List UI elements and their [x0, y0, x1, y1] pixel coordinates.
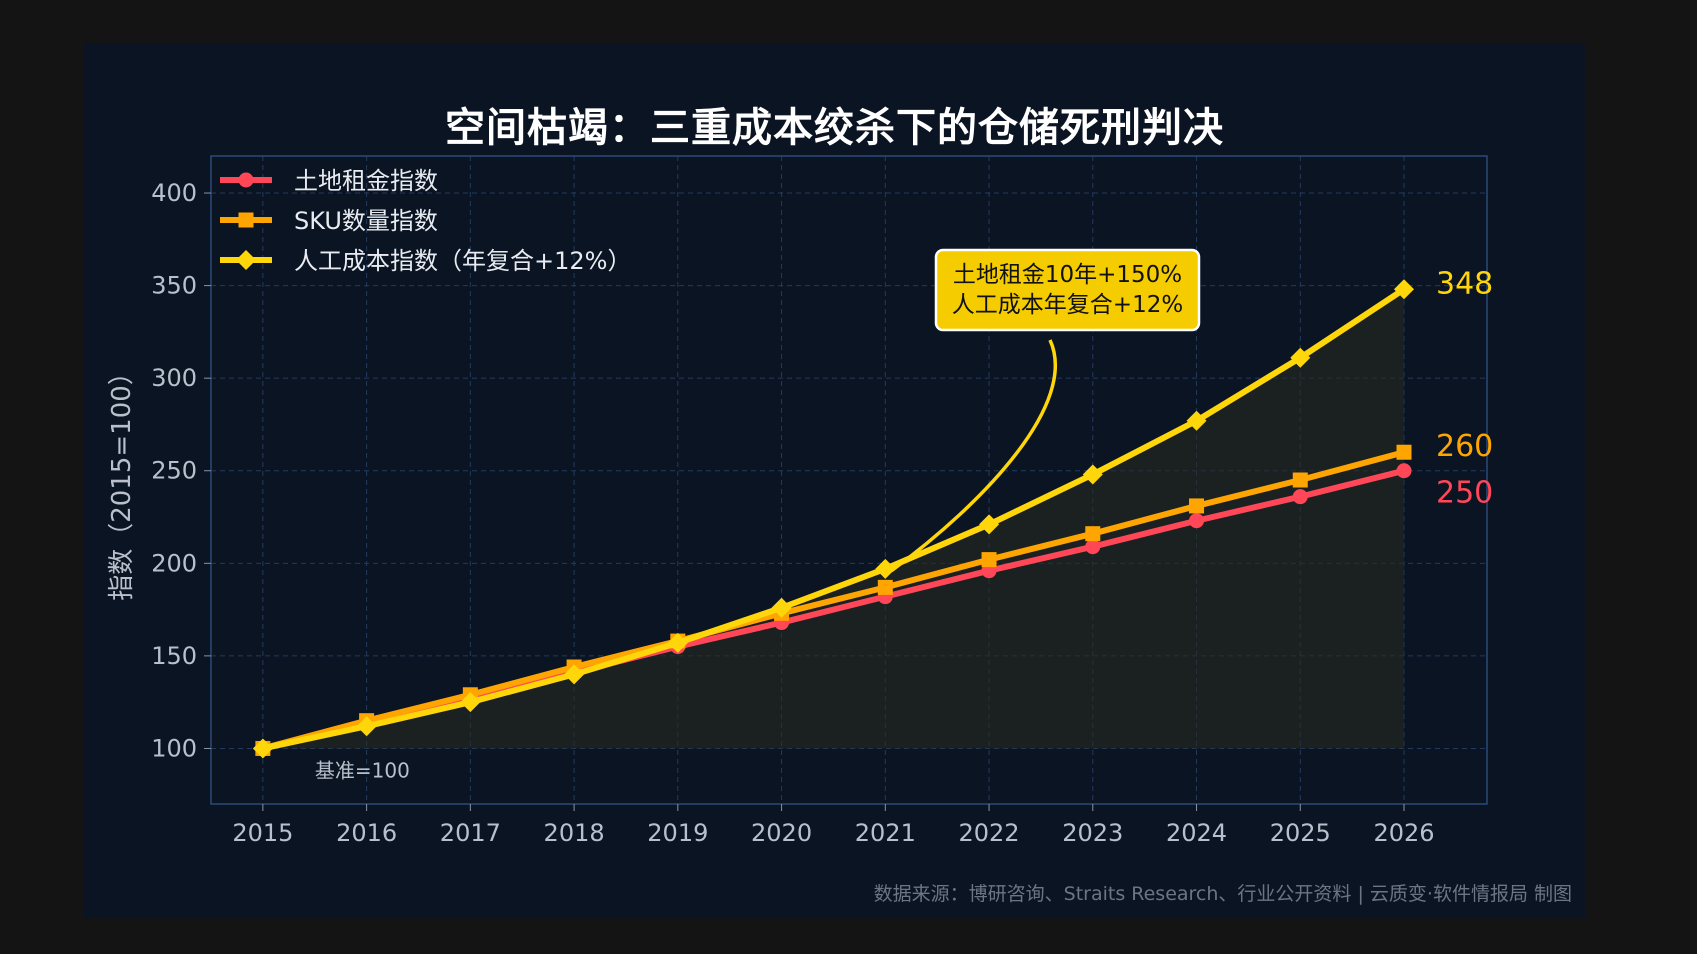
x-tick-label: 2020 — [751, 819, 812, 847]
data-point-1 — [1189, 498, 1205, 514]
data-point-2 — [1290, 347, 1311, 368]
series-line-0 — [259, 467, 1408, 752]
data-point-2 — [356, 716, 377, 737]
legend-swatch-marker — [238, 172, 254, 188]
x-tick-label: 2017 — [440, 819, 501, 847]
data-point-1 — [1085, 526, 1101, 542]
x-tick-label: 2024 — [1166, 819, 1227, 847]
x-tick-label: 2022 — [959, 819, 1020, 847]
y-axis-label: 指数（2015=100） — [107, 359, 137, 601]
data-point-2 — [1394, 279, 1415, 300]
x-tick-label: 2019 — [647, 819, 708, 847]
data-point-0 — [1292, 489, 1308, 505]
source-note: 数据来源：博研咨询、Straits Research、行业公开资料 | 云质变·… — [873, 883, 1572, 905]
data-point-2 — [1082, 464, 1103, 485]
data-point-1 — [981, 552, 997, 568]
end-value-label-0: 250 — [1436, 476, 1493, 511]
y-tick-label: 300 — [151, 364, 197, 392]
x-tick-label: 2016 — [336, 819, 397, 847]
data-point-0 — [1396, 463, 1412, 479]
x-tick-label: 2023 — [1062, 819, 1123, 847]
data-point-2 — [1186, 410, 1207, 431]
chart-svg: 100 150 200 250 300 350 400 2015 2016 2017 2018 201… — [107, 155, 1493, 847]
y-tick-label: 200 — [151, 549, 197, 577]
chart-title: 空间枯竭：三重成本绞杀下的仓储死刑判决 — [445, 105, 1224, 151]
y-tick-label: 350 — [151, 272, 197, 300]
x-tick-label: 2021 — [855, 819, 916, 847]
data-point-0 — [1189, 513, 1205, 529]
data-point-2 — [667, 632, 688, 653]
data-point-1 — [1396, 444, 1412, 460]
data-point-2 — [771, 597, 792, 618]
data-point-0 — [1085, 539, 1101, 555]
legend-label: 土地租金指数 — [294, 167, 438, 195]
baseline-label: 基准=100 — [315, 758, 410, 782]
data-point-2 — [875, 558, 896, 579]
legend-label: SKU数量指数 — [294, 207, 438, 235]
end-value-label-1: 260 — [1436, 429, 1493, 464]
y-tick-label: 400 — [151, 179, 197, 207]
data-point-2 — [564, 664, 585, 685]
cost-gap-area — [262, 289, 1405, 749]
series-line-1 — [259, 449, 1408, 752]
data-point-1 — [877, 579, 893, 595]
y-tick-label: 150 — [151, 642, 197, 670]
data-point-2 — [979, 514, 1000, 535]
x-tick-label: 2018 — [544, 819, 605, 847]
chart-card: 空间枯竭：三重成本绞杀下的仓储死刑判决 100 150 200 250 300 350 40… — [84, 43, 1585, 918]
x-tick-label: 2026 — [1373, 819, 1434, 847]
callout-text: 人工成本年复合+12% — [952, 292, 1183, 318]
x-tick-label: 2015 — [232, 819, 293, 847]
callout-text: 土地租金10年+150% — [953, 262, 1182, 288]
callout-box — [934, 248, 1201, 332]
data-point-1 — [1292, 472, 1308, 488]
legend-swatch-marker — [238, 212, 254, 228]
callout-arrow — [890, 339, 1057, 573]
legend-swatch-marker — [236, 250, 256, 270]
y-tick-label: 100 — [151, 734, 197, 762]
series-line-2 — [259, 286, 1408, 752]
x-tick-label: 2025 — [1270, 819, 1331, 847]
plot-frame — [210, 155, 1488, 805]
legend-label: 人工成本指数（年复合+12%） — [294, 247, 631, 275]
data-point-2 — [460, 692, 481, 713]
end-value-label-2: 348 — [1436, 266, 1493, 301]
data-point-2 — [252, 738, 273, 759]
y-tick-label: 250 — [151, 457, 197, 485]
